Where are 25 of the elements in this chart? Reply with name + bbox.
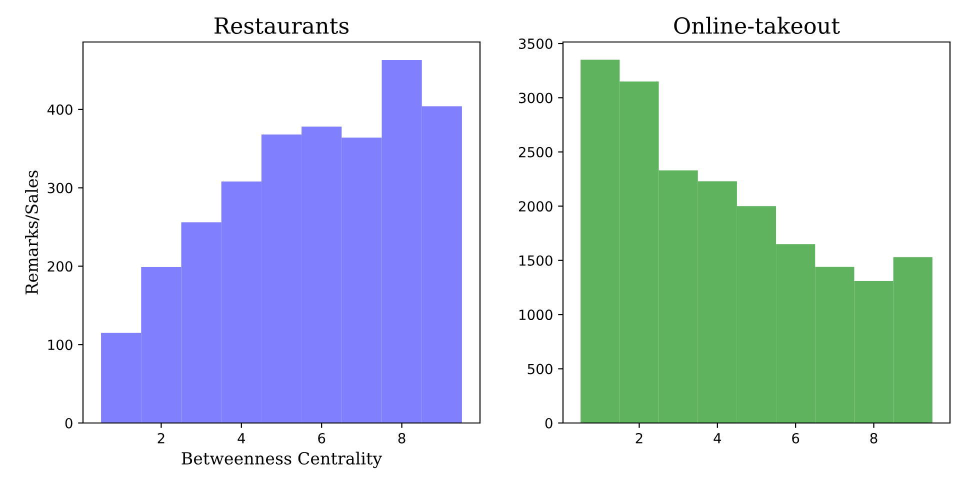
y-tick-label: 0 xyxy=(65,418,72,428)
x-tick-label: 8 xyxy=(398,432,406,444)
chart-title: Online-takeout xyxy=(674,16,840,34)
y-tick-label: 300 xyxy=(48,182,72,194)
y-tick-label: 100 xyxy=(48,340,72,350)
y-tick-label: 0 xyxy=(545,418,552,428)
y-axis-title: Remarks/Sales xyxy=(25,170,40,294)
chart-title: Restaurants xyxy=(214,17,349,34)
y-tick-label: 3000 xyxy=(518,92,552,104)
x-tick-label: 4 xyxy=(714,433,722,444)
y-tick-label: 2000 xyxy=(518,201,552,212)
x-tick-label: 6 xyxy=(318,432,326,444)
x-tick-label: 2 xyxy=(636,432,642,444)
y-tick-label: 400 xyxy=(47,104,72,115)
y-tick-label: 200 xyxy=(48,261,72,272)
x-tick-label: 6 xyxy=(792,432,800,444)
x-axis-title: Betweenness Centrality xyxy=(182,452,382,468)
y-tick-label: 2500 xyxy=(518,146,552,158)
y-tick-label: 1500 xyxy=(519,255,552,266)
x-tick-label: 2 xyxy=(158,432,164,444)
y-tick-label: 1000 xyxy=(519,310,552,320)
y-tick-label: 3500 xyxy=(518,38,552,49)
x-tick-label: 4 xyxy=(238,433,246,444)
x-tick-label: 8 xyxy=(870,432,878,444)
y-tick-label: 500 xyxy=(528,364,552,374)
